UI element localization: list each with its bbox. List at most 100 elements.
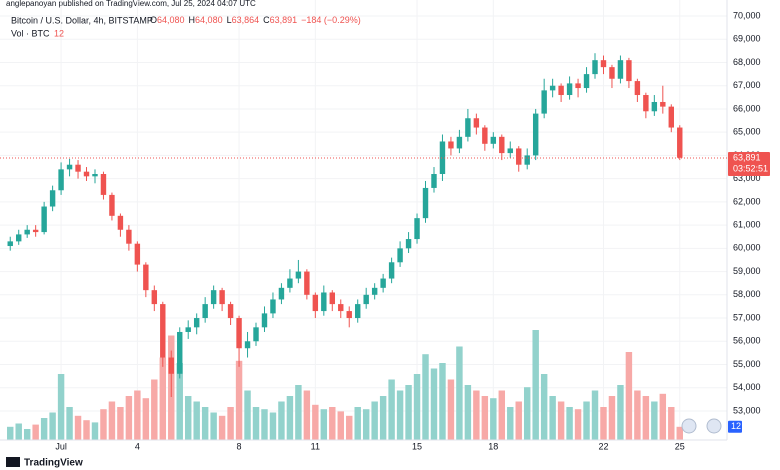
volume-bar xyxy=(388,379,395,440)
candle-body xyxy=(575,83,581,89)
volume-bar xyxy=(312,404,319,440)
volume-bar xyxy=(591,390,599,440)
volume-bar xyxy=(413,374,421,440)
volume-bar xyxy=(329,407,336,440)
candle-body xyxy=(448,141,454,149)
volume-bar xyxy=(83,420,90,440)
volume-bar xyxy=(625,352,633,440)
ohlc-part: O xyxy=(150,15,157,25)
candle-body xyxy=(151,290,158,305)
volume-bar xyxy=(159,357,167,440)
volume-bar xyxy=(659,393,667,440)
volume-bar xyxy=(15,423,22,440)
candle-body xyxy=(380,278,386,288)
volume-bar xyxy=(481,396,489,440)
candle-body xyxy=(422,187,429,219)
candle-body xyxy=(541,90,547,114)
volume-bar xyxy=(600,407,607,440)
candle-body xyxy=(482,127,488,144)
candle-body xyxy=(321,292,327,312)
ohlc-part: L xyxy=(227,15,232,25)
candle-body xyxy=(499,136,505,154)
volume-bar xyxy=(362,409,370,440)
volume-bar xyxy=(676,426,683,440)
candle-body xyxy=(100,174,107,195)
candle-body xyxy=(126,229,132,244)
volume-bar xyxy=(532,330,539,440)
x-tick-label: Jul xyxy=(55,441,67,451)
x-tick-label: 22 xyxy=(598,441,608,451)
brand: TradingView xyxy=(24,458,83,469)
volume-bar xyxy=(566,407,573,440)
candle-body xyxy=(431,174,437,188)
y-tick-label: 70,000 xyxy=(733,10,761,20)
volume-bar xyxy=(201,407,209,440)
y-tick-label: 68,000 xyxy=(733,57,761,67)
volume-bar xyxy=(295,385,302,440)
event-flag[interactable] xyxy=(706,418,722,434)
candle-body xyxy=(66,164,73,170)
candle-body xyxy=(456,136,463,149)
candle-body xyxy=(490,136,497,144)
candle-body xyxy=(651,101,658,112)
event-flag[interactable] xyxy=(681,418,697,434)
volume-bar xyxy=(549,396,556,440)
volume-bar xyxy=(557,401,565,440)
candle-body xyxy=(16,234,22,242)
ohlc-part: C xyxy=(263,15,270,25)
candle-body xyxy=(261,313,268,328)
ohlc-part: 64,080 xyxy=(195,15,223,25)
ohlc-part: H xyxy=(189,15,196,25)
candle-body xyxy=(439,141,446,175)
volume-bar xyxy=(227,407,234,440)
y-tick-label: 54,000 xyxy=(733,382,761,392)
candle-body xyxy=(516,148,522,165)
volume-bar xyxy=(456,346,463,440)
candle-body xyxy=(7,241,13,247)
volume-bar xyxy=(396,390,404,440)
candle-body xyxy=(287,278,293,288)
candle-body xyxy=(117,215,124,230)
volume-bar xyxy=(515,401,522,440)
volume-bar xyxy=(235,360,243,440)
volume-bar xyxy=(32,424,39,440)
volume-title: Vol · BTC xyxy=(11,28,50,38)
volume-bar xyxy=(583,401,590,440)
last-price-tag xyxy=(728,151,770,176)
volume-bar xyxy=(23,429,31,440)
candle-body xyxy=(24,229,30,235)
candle-body xyxy=(558,85,564,96)
volume-bar xyxy=(176,363,183,440)
candle-body xyxy=(532,113,539,156)
candle-body xyxy=(583,74,590,89)
volume-bar xyxy=(523,387,531,440)
candle-body xyxy=(397,248,403,263)
candle-body xyxy=(465,118,471,137)
x-tick-label: 15 xyxy=(412,441,422,451)
volume-bar xyxy=(422,354,429,440)
candle-body xyxy=(83,171,90,177)
symbol: Bitcoin / U.S. Dollar, 4h, BITSTAMP xyxy=(11,15,153,25)
volume-bar xyxy=(269,412,277,440)
volume-bar xyxy=(498,390,506,440)
candle-body xyxy=(592,60,598,75)
volume-tag-label: 12 xyxy=(731,421,741,431)
y-tick-label: 58,000 xyxy=(733,289,761,299)
candle-body xyxy=(405,239,412,249)
last-price-label: 63,891 xyxy=(733,152,761,162)
y-tick-label: 53,000 xyxy=(733,405,761,415)
volume-bar xyxy=(57,374,65,440)
volume-value: 12 xyxy=(54,28,64,38)
y-tick-label: 56,000 xyxy=(733,336,761,346)
y-tick-label: 69,000 xyxy=(733,34,761,44)
volume-bar xyxy=(66,407,73,440)
candle-body xyxy=(236,318,242,349)
volume-bar xyxy=(464,385,472,440)
volume-bar xyxy=(439,363,446,440)
candle-body xyxy=(617,60,624,79)
candle-body xyxy=(524,155,530,165)
candle-body xyxy=(363,294,369,305)
candle-body xyxy=(58,169,64,191)
candle-body xyxy=(329,292,335,305)
candle-body xyxy=(210,290,217,305)
